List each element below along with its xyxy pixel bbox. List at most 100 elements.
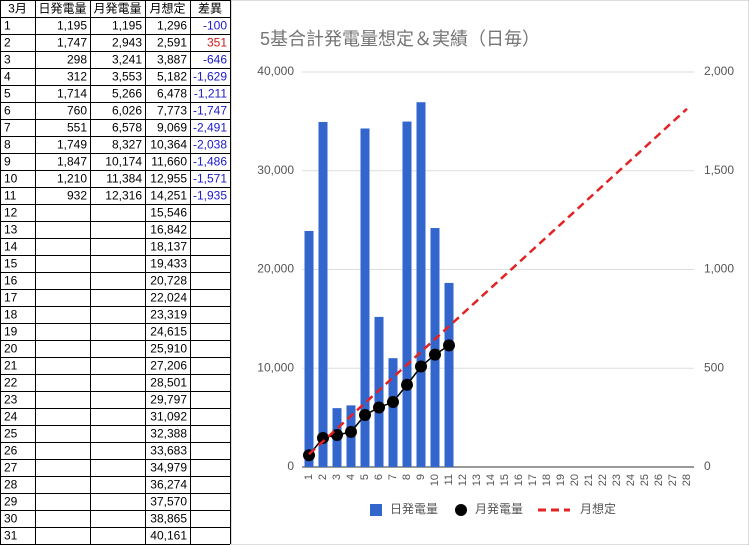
x-tick-label: 14 bbox=[485, 474, 497, 486]
y-tick-label: 30,000 bbox=[257, 163, 294, 177]
x-tick-label: 22 bbox=[597, 474, 609, 486]
day-cell: 18 bbox=[4, 308, 18, 322]
legend-label: 月想定 bbox=[580, 501, 616, 516]
value-cell: 760 bbox=[67, 104, 87, 118]
y2-tick-label: 0 bbox=[704, 459, 711, 473]
bar bbox=[416, 102, 426, 467]
day-cell: 1 bbox=[4, 19, 11, 33]
day-cell: 25 bbox=[4, 427, 18, 441]
day-cell: 12 bbox=[4, 206, 18, 220]
x-tick-label: 15 bbox=[499, 474, 511, 486]
day-cell: 17 bbox=[4, 291, 18, 305]
day-cell: 23 bbox=[4, 393, 18, 407]
day-cell: 15 bbox=[4, 257, 18, 271]
value-cell: -1,486 bbox=[193, 155, 227, 169]
value-cell: -1,935 bbox=[193, 189, 227, 203]
day-cell: 6 bbox=[4, 104, 11, 118]
value-cell: 351 bbox=[207, 36, 227, 50]
value-cell: 38,865 bbox=[150, 512, 187, 526]
day-cell: 22 bbox=[4, 376, 18, 390]
value-cell: 28,501 bbox=[150, 376, 187, 390]
day-cell: 21 bbox=[4, 359, 18, 373]
bar bbox=[430, 228, 440, 467]
bar bbox=[374, 316, 384, 467]
header-cell: 日発電量 bbox=[38, 2, 86, 16]
x-tick-label: 13 bbox=[471, 474, 483, 486]
value-cell: 37,570 bbox=[150, 495, 187, 509]
value-cell: 1,195 bbox=[57, 19, 87, 33]
day-cell: 27 bbox=[4, 461, 18, 475]
value-cell: 1,749 bbox=[57, 138, 87, 152]
y2-tick-label: 1,000 bbox=[704, 262, 734, 276]
day-cell: 28 bbox=[4, 478, 18, 492]
day-cell: 16 bbox=[4, 274, 18, 288]
bar bbox=[388, 358, 398, 467]
value-cell: 11,384 bbox=[106, 172, 142, 186]
day-cell: 24 bbox=[4, 410, 18, 424]
value-cell: 10,174 bbox=[105, 155, 142, 169]
marker bbox=[443, 339, 455, 352]
day-cell: 13 bbox=[4, 223, 18, 237]
value-cell: 312 bbox=[67, 70, 87, 84]
value-cell: 12,955 bbox=[150, 172, 187, 186]
chart-frame bbox=[230, 0, 749, 545]
x-tick-label: 3 bbox=[331, 474, 343, 480]
x-tick-label: 11 bbox=[443, 474, 455, 485]
header-cell: 差異 bbox=[198, 2, 222, 16]
legend-swatch bbox=[455, 504, 467, 516]
day-cell: 20 bbox=[4, 342, 18, 356]
bar bbox=[318, 121, 328, 467]
header-cell: 月想定 bbox=[149, 1, 185, 16]
x-tick-label: 16 bbox=[513, 474, 525, 486]
day-cell: 10 bbox=[4, 172, 18, 186]
day-cell: 8 bbox=[4, 138, 11, 152]
x-tick-label: 19 bbox=[555, 474, 567, 486]
value-cell: 33,683 bbox=[150, 444, 187, 458]
value-cell: 2,943 bbox=[112, 36, 142, 50]
line bbox=[308, 107, 688, 456]
day-cell: 19 bbox=[4, 325, 18, 339]
marker bbox=[317, 431, 329, 444]
value-cell: 6,478 bbox=[157, 87, 187, 101]
x-tick-label: 28 bbox=[681, 474, 693, 486]
x-tick-label: 27 bbox=[667, 474, 679, 486]
value-cell: 1,210 bbox=[57, 172, 87, 186]
value-cell: 31,092 bbox=[150, 410, 187, 424]
marker bbox=[359, 408, 371, 421]
value-cell: -1,571 bbox=[193, 172, 227, 186]
value-cell: 5,182 bbox=[157, 70, 187, 84]
value-cell: 551 bbox=[67, 121, 87, 135]
header-cell: 3月 bbox=[8, 2, 27, 16]
bar bbox=[304, 230, 314, 467]
x-tick-label: 6 bbox=[373, 474, 385, 480]
day-cell: 5 bbox=[4, 87, 11, 101]
x-tick-label: 7 bbox=[387, 474, 399, 480]
day-cell: 2 bbox=[4, 36, 11, 50]
x-tick-label: 9 bbox=[415, 474, 427, 480]
x-tick-label: 18 bbox=[541, 474, 553, 486]
marker bbox=[401, 378, 413, 391]
value-cell: 18,137 bbox=[150, 240, 187, 254]
y2-tick-label: 2,000 bbox=[704, 64, 734, 78]
value-cell: 10,364 bbox=[150, 138, 187, 152]
x-tick-label: 25 bbox=[639, 474, 651, 486]
value-cell: 9,069 bbox=[157, 121, 187, 135]
header-cell: 月発電量 bbox=[93, 2, 141, 16]
bar bbox=[444, 282, 454, 467]
value-cell: 5,266 bbox=[112, 87, 142, 101]
legend-label: 月発電量 bbox=[475, 502, 523, 516]
y-tick-label: 40,000 bbox=[257, 64, 294, 78]
x-tick-label: 23 bbox=[611, 474, 623, 486]
x-tick-label: 24 bbox=[625, 474, 637, 486]
marker bbox=[429, 348, 441, 361]
x-tick-label: 12 bbox=[457, 474, 469, 486]
value-cell: 34,979 bbox=[150, 461, 187, 475]
value-cell: -1,211 bbox=[194, 87, 227, 101]
x-tick-label: 5 bbox=[359, 474, 371, 480]
day-cell: 3 bbox=[4, 53, 11, 67]
value-cell: 1,747 bbox=[57, 36, 87, 50]
value-cell: 23,319 bbox=[150, 308, 187, 322]
x-tick-label: 4 bbox=[345, 474, 357, 480]
value-cell: 11,660 bbox=[151, 155, 187, 169]
value-cell: 16,842 bbox=[150, 223, 187, 237]
